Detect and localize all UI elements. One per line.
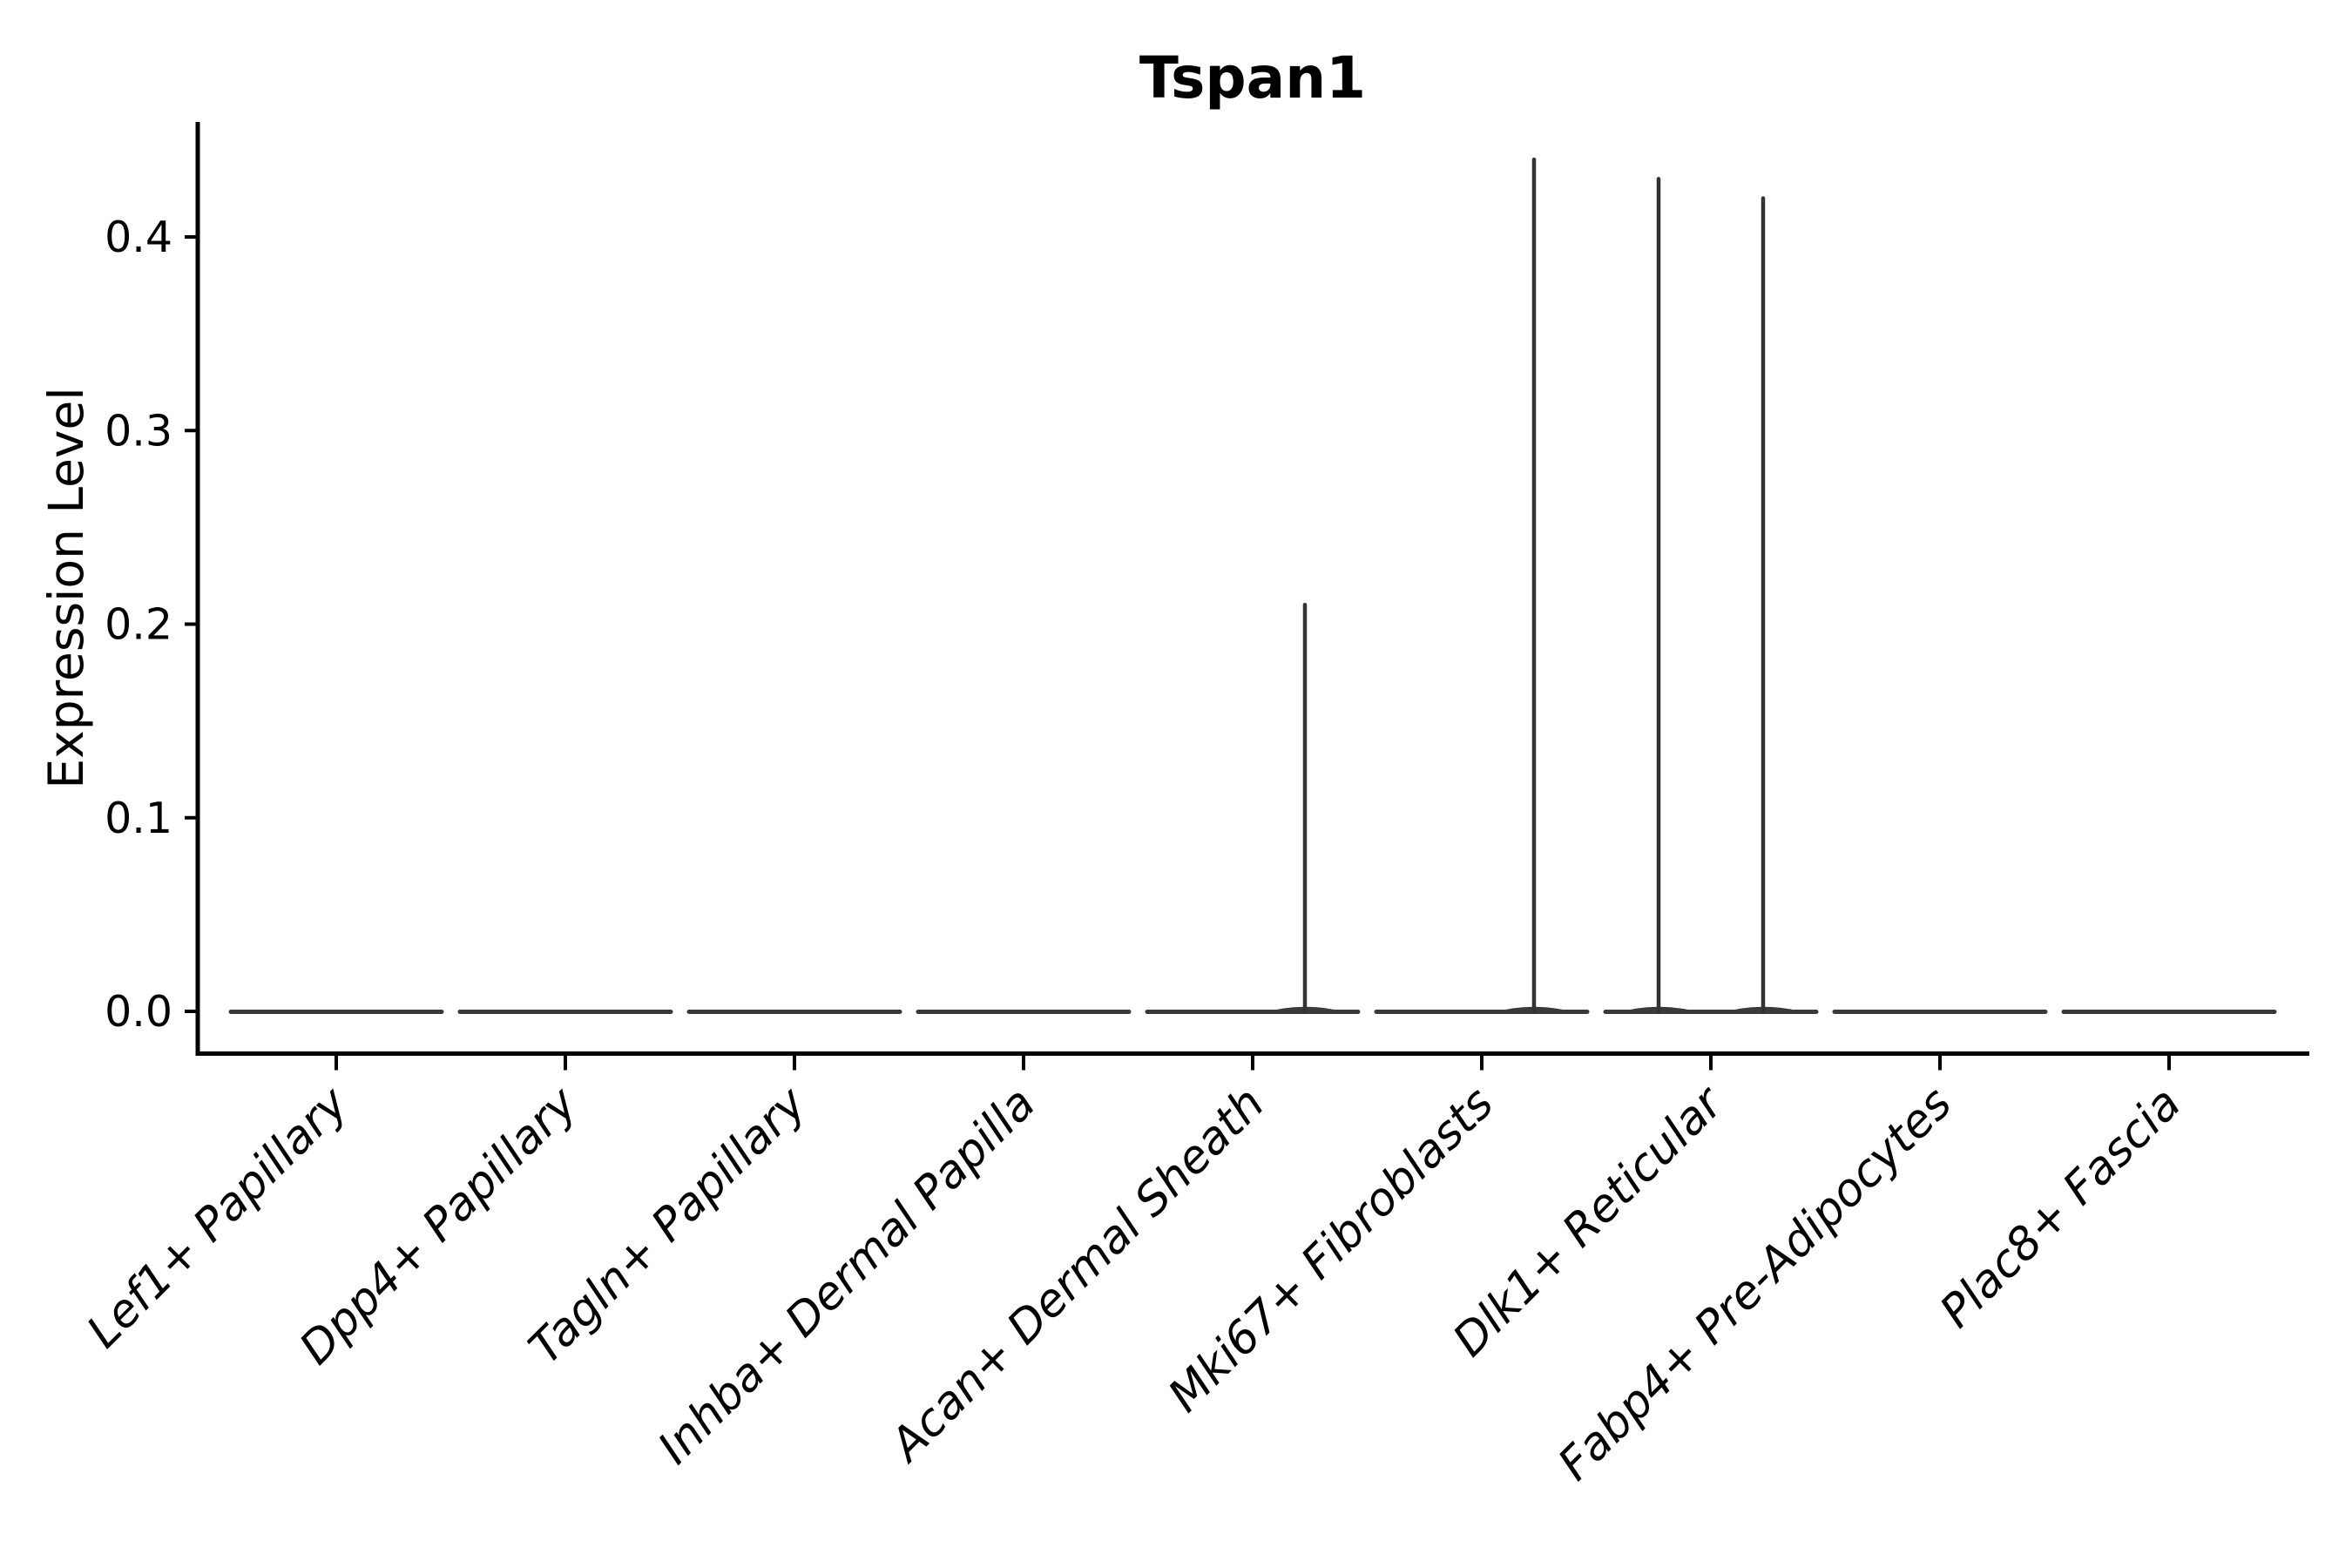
y-tick-label: 0.3 [105,406,172,456]
x-tick-label: Plac8+ Fascia [1930,1078,2191,1338]
y-tick-label: 0.1 [105,794,172,843]
y-axis-label: Expression Level [38,387,94,788]
x-tick-label: Acan+ Dermal Sheath [879,1078,1274,1473]
chart-title: Tspan1 [1139,44,1366,112]
x-tick-label: Inhba+ Dermal Papilla [648,1078,1045,1475]
y-tick-label: 0.2 [105,600,172,650]
y-tick-label: 0.0 [105,987,172,1037]
y-tick-label: 0.4 [105,213,172,262]
x-tick-label: Fabp4+ Pre-Adipocytes [1549,1078,1963,1491]
